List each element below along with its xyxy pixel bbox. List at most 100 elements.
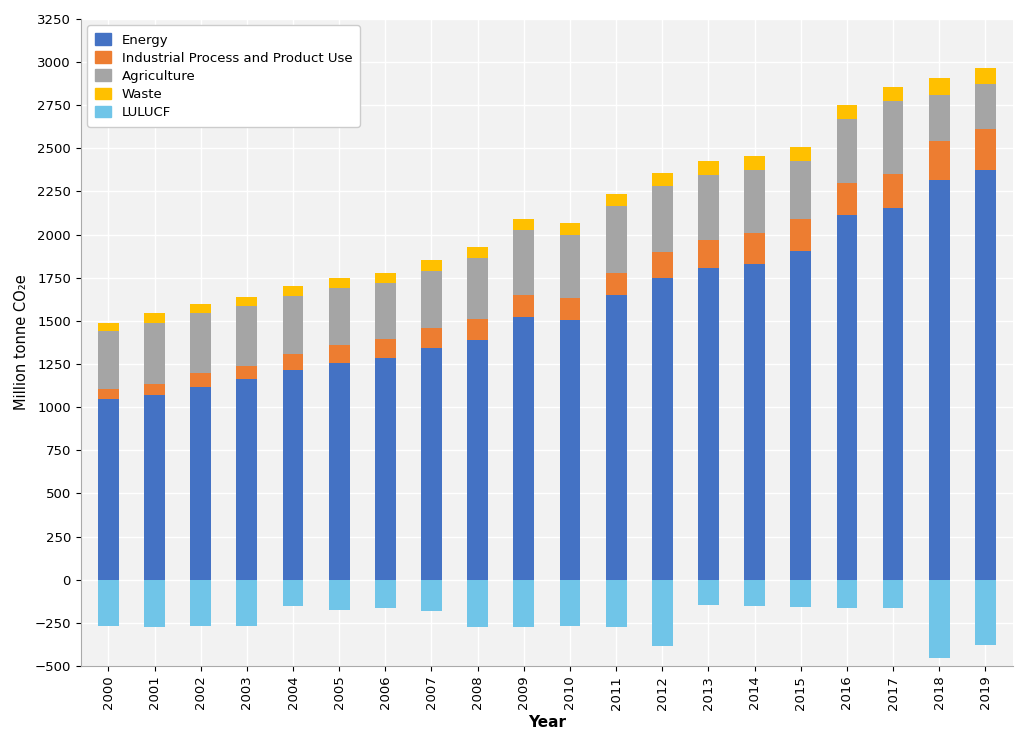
Bar [928,141,950,180]
Bar [514,316,534,580]
Bar [282,370,303,580]
Bar [606,295,626,580]
Bar [560,234,580,298]
Bar [236,580,257,626]
Bar [560,298,580,320]
Bar [282,286,303,296]
Bar [698,269,719,580]
Bar [652,580,673,646]
Bar [98,389,119,400]
Bar [928,94,950,141]
Bar [560,320,580,580]
Bar [329,580,349,610]
Bar [375,272,395,283]
Bar [236,379,257,580]
X-axis label: Year: Year [528,715,566,730]
Bar [282,580,303,606]
Bar [514,295,534,316]
Bar [698,580,719,605]
Bar [421,271,442,328]
Bar [698,240,719,269]
Bar [375,358,395,580]
Bar [837,105,858,119]
Bar [190,580,212,626]
Bar [190,373,212,388]
Bar [236,297,257,307]
Bar [837,183,858,215]
Bar [606,580,626,627]
Y-axis label: Million tonne CO₂e: Million tonne CO₂e [14,275,29,410]
Bar [144,580,165,627]
Bar [98,323,119,331]
Bar [883,87,904,101]
Bar [190,388,212,580]
Bar [745,580,765,606]
Bar [606,194,626,206]
Bar [745,264,765,580]
Bar [652,173,673,186]
Bar [745,156,765,170]
Bar [329,288,349,345]
Bar [375,283,395,339]
Bar [190,313,212,373]
Bar [98,400,119,580]
Bar [144,384,165,395]
Bar [606,206,626,273]
Bar [883,101,904,174]
Bar [791,580,811,607]
Bar [421,328,442,347]
Bar [144,395,165,580]
Legend: Energy, Industrial Process and Product Use, Agriculture, Waste, LULUCF: Energy, Industrial Process and Product U… [87,25,360,127]
Bar [190,304,212,313]
Bar [421,347,442,580]
Bar [975,170,996,580]
Bar [837,580,858,608]
Bar [329,345,349,363]
Bar [98,580,119,626]
Bar [652,278,673,580]
Bar [652,251,673,278]
Bar [282,353,303,370]
Bar [467,247,488,258]
Bar [421,580,442,611]
Bar [329,278,349,288]
Bar [883,580,904,608]
Bar [144,323,165,384]
Bar [98,331,119,389]
Bar [560,580,580,626]
Bar [467,258,488,319]
Bar [883,208,904,580]
Bar [375,580,395,608]
Bar [791,147,811,161]
Bar [975,83,996,129]
Bar [236,366,257,379]
Bar [745,233,765,264]
Bar [975,580,996,645]
Bar [560,223,580,234]
Bar [975,129,996,170]
Bar [975,68,996,83]
Bar [282,296,303,353]
Bar [698,175,719,240]
Bar [236,307,257,366]
Bar [514,580,534,627]
Bar [698,161,719,175]
Bar [928,180,950,580]
Bar [467,319,488,340]
Bar [421,260,442,271]
Bar [928,580,950,658]
Bar [467,340,488,580]
Bar [329,363,349,580]
Bar [928,77,950,94]
Bar [514,230,534,295]
Bar [144,313,165,323]
Bar [745,170,765,233]
Bar [791,219,811,251]
Bar [837,119,858,183]
Bar [375,339,395,358]
Bar [791,161,811,219]
Bar [606,273,626,295]
Bar [514,219,534,230]
Bar [652,186,673,251]
Bar [791,251,811,580]
